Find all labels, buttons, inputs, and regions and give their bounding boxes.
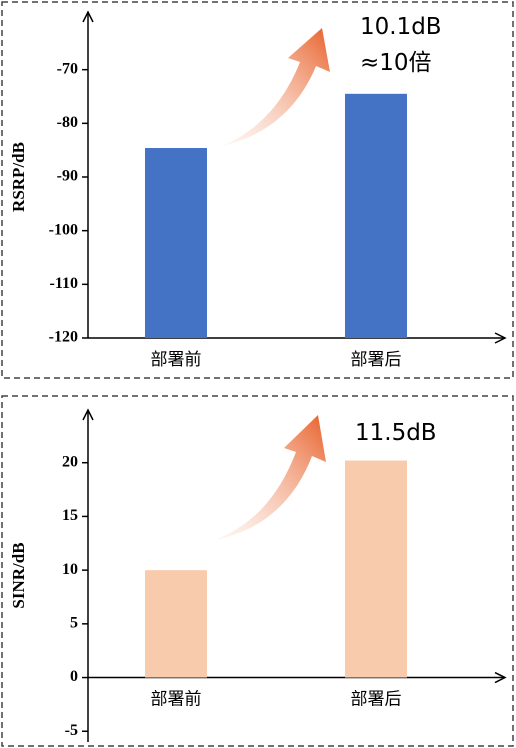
y-tick-label: -80 xyxy=(57,114,78,131)
y-tick-label: 20 xyxy=(62,453,78,470)
x-tick-label: 部署后 xyxy=(351,690,402,710)
y-tick-label: 10 xyxy=(62,561,78,578)
y-tick-label: -70 xyxy=(57,60,78,77)
annotation: 10.1dB xyxy=(360,14,442,40)
y-tick-label: -120 xyxy=(49,329,78,346)
axis-arrow xyxy=(494,671,507,684)
panel-border xyxy=(1,395,514,747)
y-axis-label: SINR/dB xyxy=(9,542,28,608)
panel-border xyxy=(1,1,514,379)
x-tick-label: 部署前 xyxy=(151,350,202,370)
x-tick-label: 部署后 xyxy=(351,350,402,370)
annotation: ≈10倍 xyxy=(360,50,432,76)
y-tick-label: -90 xyxy=(57,168,78,185)
bar xyxy=(345,93,407,338)
y-tick-label: 0 xyxy=(70,668,78,685)
x-tick-label: 部署前 xyxy=(151,690,202,710)
y-axis-label: RSRP/dB xyxy=(9,142,28,212)
annotation: 11.5dB xyxy=(355,420,437,446)
y-tick-label: -110 xyxy=(50,275,78,292)
bar xyxy=(145,570,207,678)
bar xyxy=(345,460,407,678)
y-tick-label: 5 xyxy=(70,615,78,632)
y-tick-label: -100 xyxy=(49,221,78,238)
bar xyxy=(145,148,207,338)
axis-arrow xyxy=(494,332,507,344)
arrow xyxy=(215,415,326,540)
y-tick-label: -5 xyxy=(65,722,78,739)
axis-arrow xyxy=(82,408,94,421)
axis-arrow xyxy=(82,10,94,23)
y-tick-label: 15 xyxy=(62,507,78,524)
arrow xyxy=(222,28,330,146)
